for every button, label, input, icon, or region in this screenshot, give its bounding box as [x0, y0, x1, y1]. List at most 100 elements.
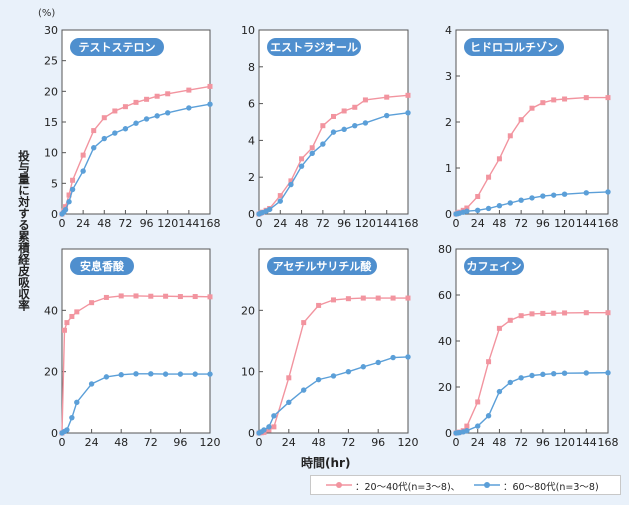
data-point — [277, 198, 283, 204]
y-tick-label: 4 — [248, 134, 255, 147]
data-point — [148, 293, 154, 299]
x-tick-label: 48 — [114, 436, 128, 449]
x-tick-label: 48 — [312, 436, 326, 449]
data-point — [330, 373, 337, 379]
data-point — [562, 310, 568, 316]
x-tick-label: 72 — [316, 217, 330, 230]
data-point — [464, 428, 470, 434]
data-point — [375, 359, 381, 366]
x-tick-label: 0 — [59, 436, 66, 449]
data-point — [352, 122, 358, 129]
panel-title-badge — [464, 257, 524, 275]
data-point — [101, 135, 107, 142]
data-point — [163, 293, 169, 299]
x-tick-label: 24 — [273, 217, 287, 230]
data-point — [91, 145, 97, 151]
data-point — [475, 194, 481, 200]
data-point — [551, 370, 557, 377]
data-point — [88, 381, 95, 387]
data-point — [69, 186, 76, 193]
x-tick-label: 0 — [453, 436, 460, 449]
data-point — [112, 108, 118, 114]
panel-title: アセチルサリチル酸 — [273, 259, 373, 273]
data-point — [486, 359, 492, 365]
data-point — [485, 413, 492, 419]
x-tick-label: 96 — [371, 436, 385, 449]
x-axis-label: 時間(hr) — [301, 456, 351, 470]
x-tick-label: 144 — [178, 217, 199, 230]
panel-title-badge — [464, 38, 564, 56]
data-point — [496, 325, 502, 331]
data-point — [301, 387, 307, 393]
data-point — [518, 197, 524, 203]
data-point — [562, 96, 568, 102]
data-point — [507, 379, 513, 386]
y-unit: (%) — [38, 8, 56, 19]
data-point — [390, 354, 396, 361]
data-point — [384, 112, 390, 119]
data-point — [80, 152, 86, 158]
data-point — [261, 427, 267, 433]
data-point — [162, 371, 169, 377]
data-point — [360, 295, 366, 301]
y-axis-label: 投与量に対する累積経皮吸収率 — [17, 150, 31, 311]
data-point — [507, 317, 513, 323]
data-point — [266, 424, 272, 430]
data-point — [103, 374, 110, 380]
chart-panel-6: 0 20 40 60 80 0 24 48 72 96 120 144 168 カフェイン — [438, 243, 619, 449]
data-point — [286, 399, 292, 406]
x-tick-label: 144 — [576, 217, 597, 230]
data-point — [529, 372, 535, 379]
chart-panel-4: 0 20 40 0 24 48 72 96 120 安息香酸 — [44, 248, 221, 449]
data-point — [154, 113, 160, 119]
data-point — [360, 364, 366, 370]
data-point — [66, 199, 72, 205]
data-point — [529, 105, 535, 111]
data-point — [301, 320, 307, 326]
data-point — [320, 123, 326, 129]
data-point — [133, 293, 139, 299]
data-point — [266, 206, 273, 213]
data-point — [122, 126, 129, 132]
y-tick-label: 6 — [248, 98, 255, 111]
data-point — [551, 310, 557, 316]
data-point — [133, 99, 139, 105]
legend-marker-young — [326, 482, 352, 488]
data-point — [118, 372, 124, 378]
data-point — [316, 302, 322, 308]
x-tick-label: 120 — [554, 436, 575, 449]
x-tick-label: 0 — [59, 217, 66, 230]
y-tick-label: 0 — [248, 208, 255, 221]
data-point — [69, 414, 75, 421]
plot-area — [258, 248, 409, 434]
plot-area — [61, 248, 211, 434]
data-point — [91, 128, 97, 134]
data-point — [605, 310, 611, 316]
data-point — [405, 92, 411, 98]
data-point — [288, 181, 294, 188]
data-point — [345, 368, 352, 375]
data-point — [186, 87, 192, 93]
x-tick-label: 120 — [157, 217, 178, 230]
x-tick-label: 144 — [376, 217, 397, 230]
data-point — [507, 133, 513, 139]
x-tick-label: 48 — [492, 436, 506, 449]
data-point — [74, 309, 80, 315]
y-tick-label: 20 — [44, 366, 58, 379]
legend-label-young: ：20〜40代(n=3〜8)、 — [355, 482, 461, 493]
data-point — [315, 376, 322, 383]
panel-title: カフェイン — [467, 260, 522, 273]
y-tick-label: 60 — [438, 289, 452, 302]
data-point — [518, 117, 524, 123]
y-tick-label: 15 — [44, 116, 58, 129]
data-point — [540, 310, 546, 316]
panel-title-badge — [70, 38, 164, 56]
x-tick-label: 24 — [282, 436, 296, 449]
data-point — [103, 294, 109, 300]
data-point — [309, 145, 315, 151]
data-point — [207, 294, 213, 300]
data-point — [286, 375, 292, 381]
data-point — [464, 205, 470, 211]
data-point — [475, 399, 481, 405]
